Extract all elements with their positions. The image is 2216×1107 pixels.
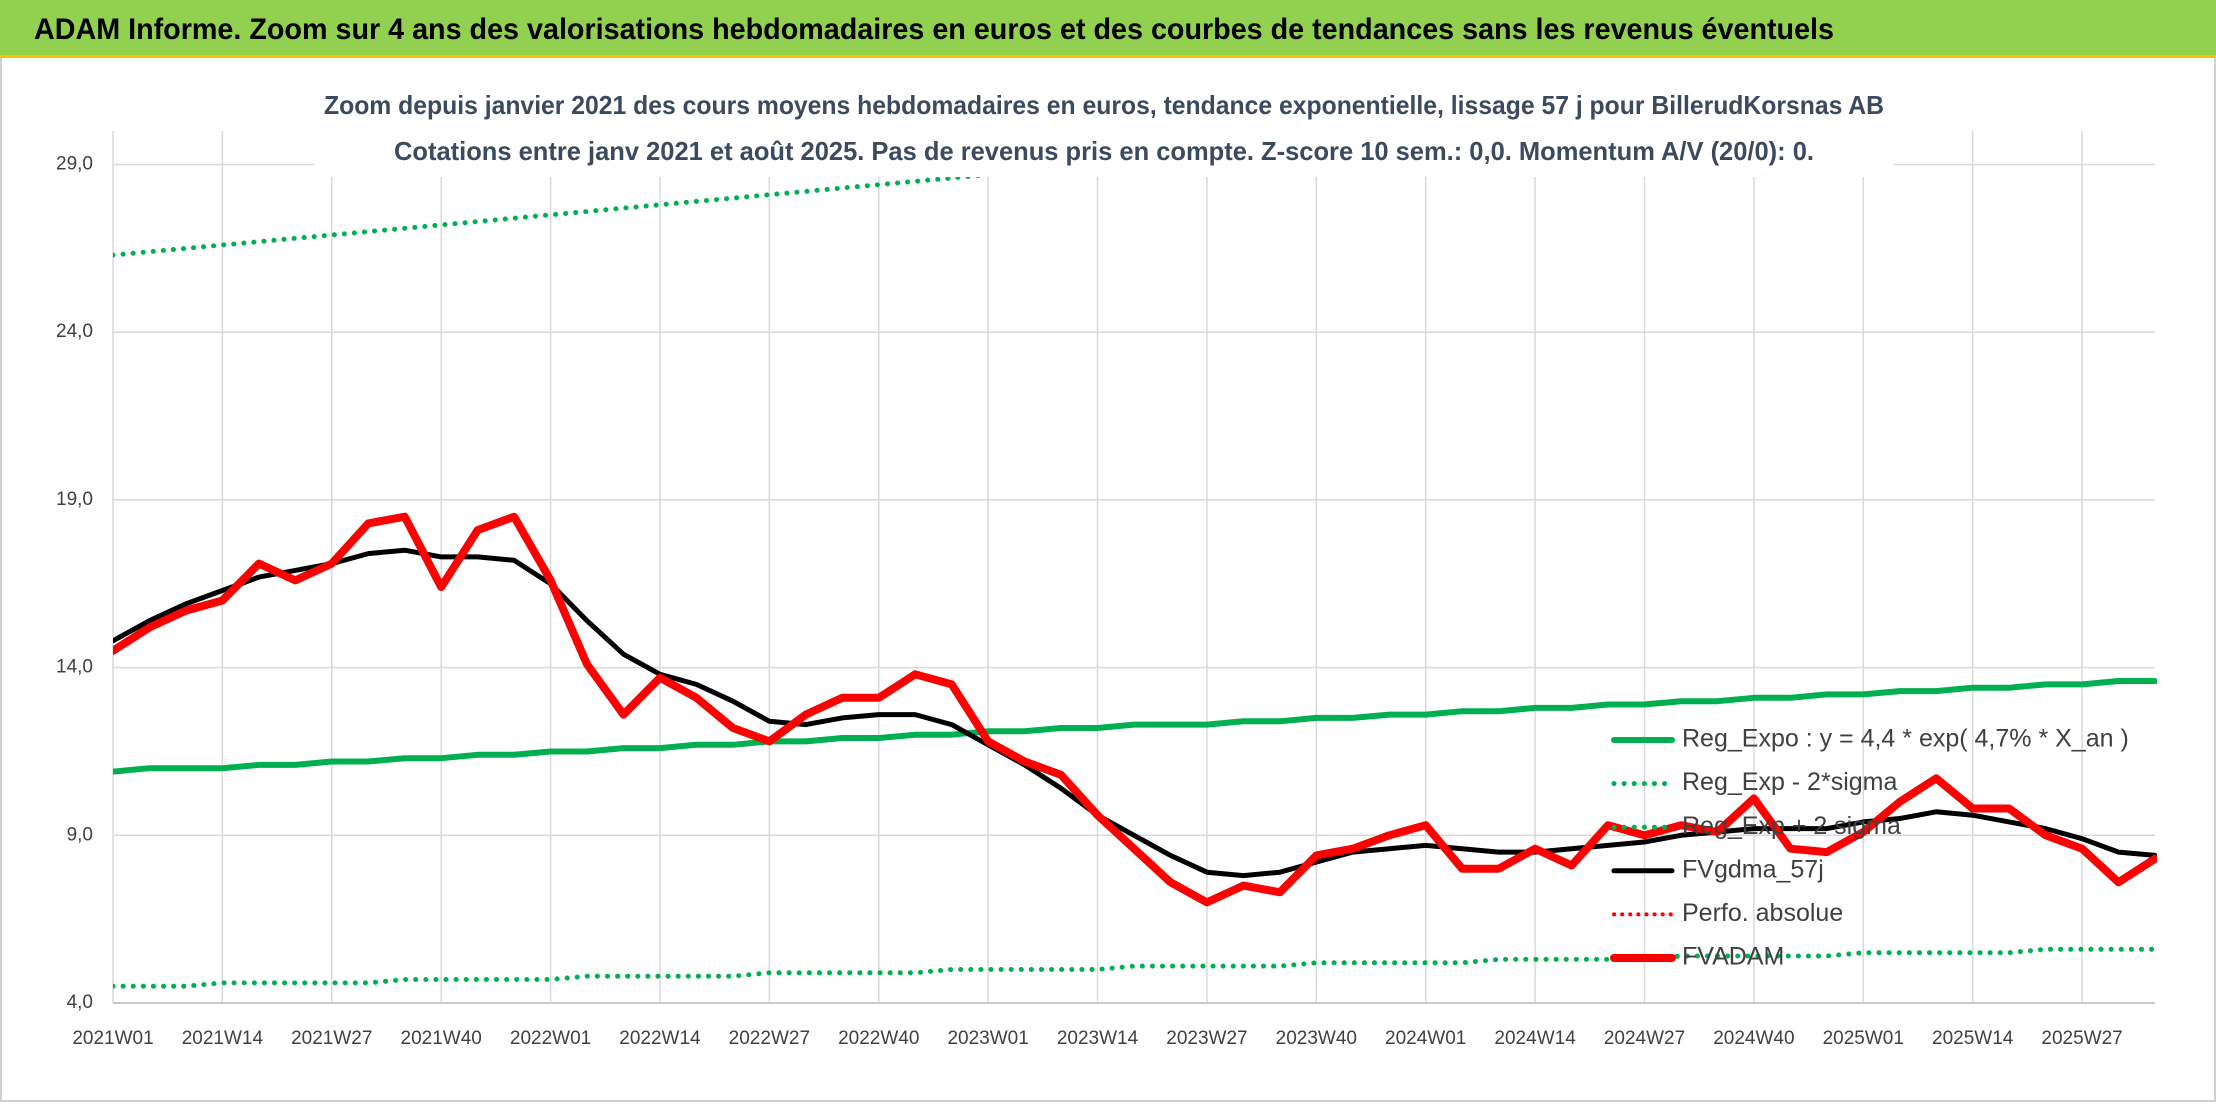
x-tick-label: 2021W01 (72, 1028, 153, 1049)
x-tick-label: 2023W40 (1276, 1028, 1357, 1049)
x-tick-label: 2023W14 (1057, 1028, 1139, 1049)
x-tick-label: 2021W14 (182, 1028, 264, 1049)
x-tick-label: 2021W27 (291, 1028, 372, 1049)
series-line (113, 512, 2157, 907)
series-line (113, 547, 2157, 879)
x-tick-label: 2021W40 (401, 1028, 482, 1049)
x-tick-label: 2022W01 (510, 1028, 591, 1049)
y-tick-label: 19,0 (56, 489, 93, 510)
x-tick-label: 2025W01 (1823, 1028, 1904, 1049)
x-tick-label: 2024W14 (1494, 1028, 1576, 1049)
y-tick-label: 4,0 (67, 992, 93, 1013)
legend-label: Perfo. absolue (1682, 899, 1843, 927)
legend-label: Reg_Exp + 2 sigma (1682, 812, 1901, 840)
x-tick-label: 2024W01 (1385, 1028, 1466, 1049)
chart-title: ADAM Informe. Zoom sur 4 ans des valoris… (34, 13, 1834, 46)
grid: 4,0 9,0 14,0 19,0 24,0 29,0 2021W01 2021W14 2021… (56, 131, 2155, 1049)
x-tick-label: 2025W14 (1932, 1028, 2014, 1049)
x-tick-label: 2023W01 (947, 1028, 1028, 1049)
x-tick-label: 2025W27 (2041, 1028, 2122, 1049)
series-line (113, 946, 2157, 989)
x-tick-label: 2023W27 (1166, 1028, 1247, 1049)
x-tick-label: 2022W14 (619, 1028, 701, 1049)
plot-area (113, 131, 2157, 989)
y-tick-label: 29,0 (56, 154, 93, 175)
subtitle: Zoom depuis janvier 2021 des cours moyen… (324, 90, 1884, 120)
y-tick-label: 24,0 (56, 321, 93, 342)
series-line (113, 131, 1490, 258)
subtitle-box (314, 85, 1894, 177)
legend-label: Reg_Exp - 2*sigma (1682, 768, 1897, 796)
x-tick-label: 2022W40 (838, 1028, 919, 1049)
y-tick-label: 9,0 (67, 824, 93, 845)
legend-label: FVADAM (1682, 943, 1784, 971)
legend-label: FVgdma_57j (1682, 855, 1824, 883)
x-tick-label: 2024W40 (1713, 1028, 1794, 1049)
subtitle: Cotations entre janv 2021 et août 2025. … (394, 136, 1814, 166)
y-tick-label: 14,0 (56, 657, 93, 678)
x-tick-label: 2022W27 (729, 1028, 810, 1049)
x-tick-label: 2024W27 (1604, 1028, 1685, 1049)
legend: Reg_Expo : y = 4,4 * exp( 4,7% * X_an ) R… (1610, 725, 2129, 971)
title-bar-edge (0, 55, 2216, 58)
title-bar (0, 0, 2216, 57)
series-line (113, 678, 2157, 775)
legend-label: Reg_Expo : y = 4,4 * exp( 4,7% * X_an ) (1682, 725, 2129, 753)
